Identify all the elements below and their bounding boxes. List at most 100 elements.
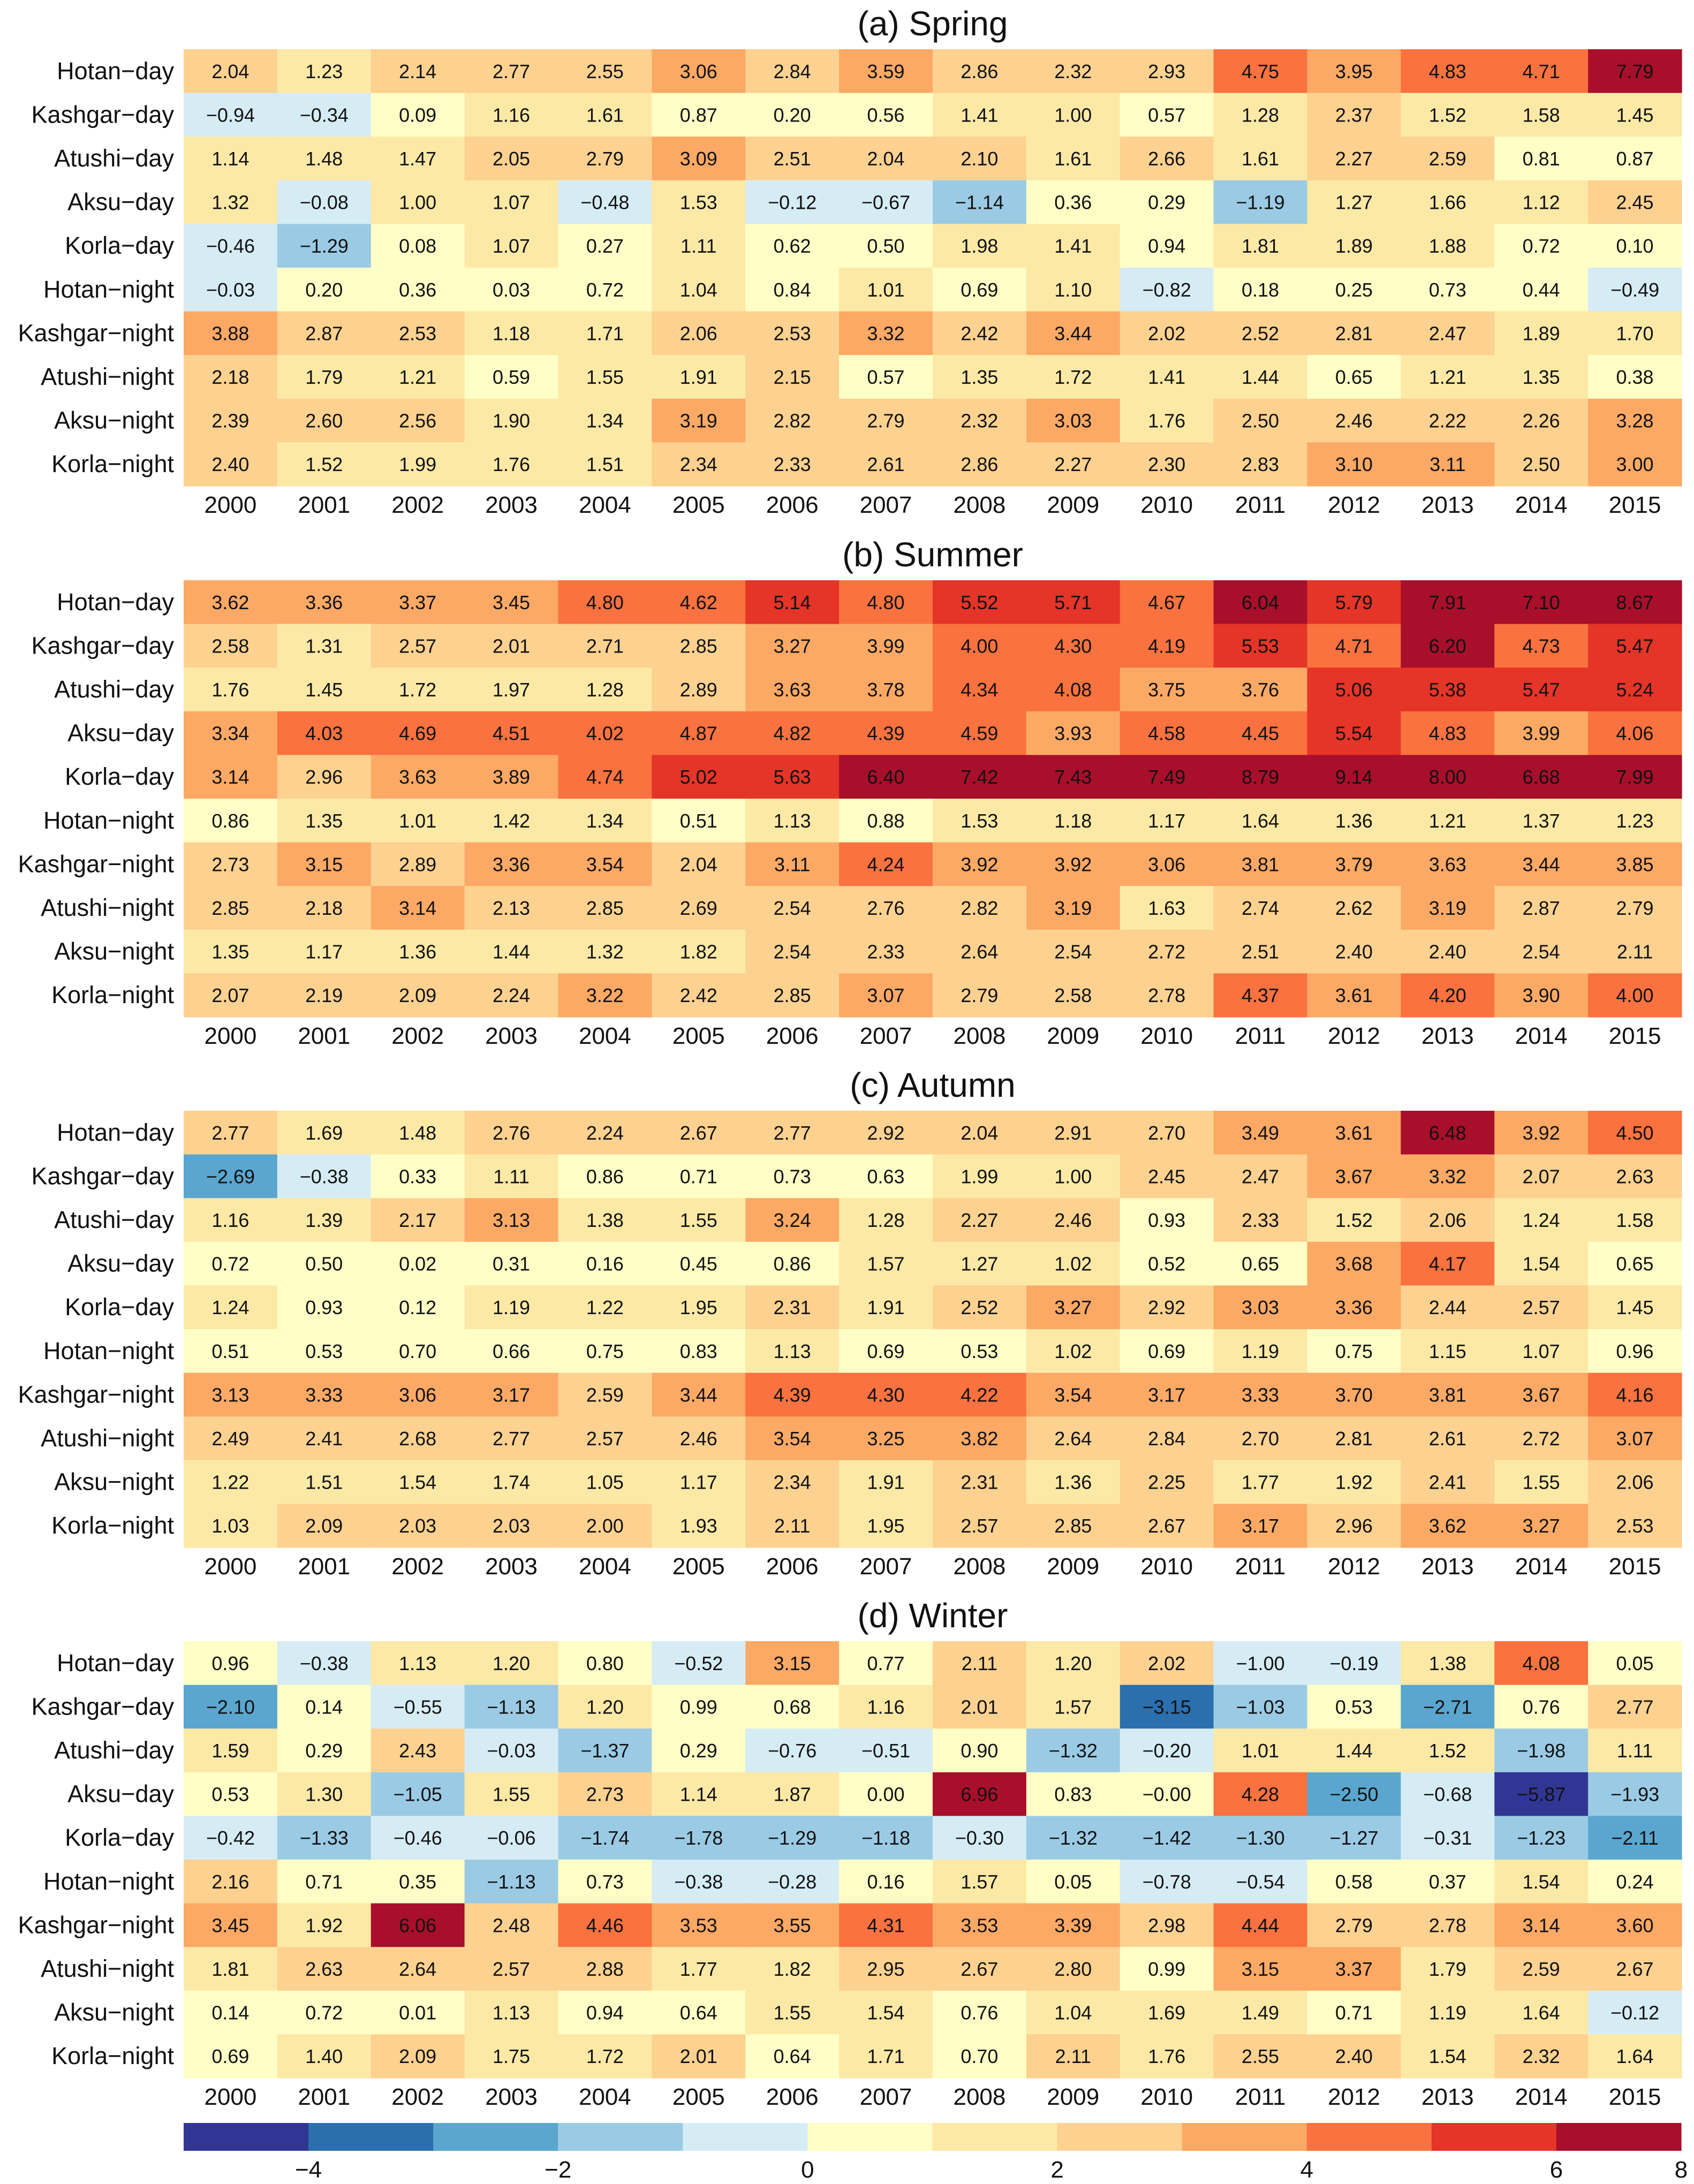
heatmap-cell bbox=[277, 93, 372, 137]
cell-value: 2.92 bbox=[1148, 1296, 1185, 1318]
cell-value: 3.54 bbox=[586, 853, 624, 875]
heatmap-cell bbox=[184, 886, 278, 930]
heatmap-cell bbox=[1213, 1860, 1308, 1904]
cell-value: 2.40 bbox=[1335, 2045, 1373, 2067]
heatmap-cell bbox=[464, 1947, 559, 1991]
heatmap-cell bbox=[558, 755, 652, 799]
heatmap-cell bbox=[1494, 1198, 1589, 1242]
cell-value: 2.89 bbox=[680, 679, 717, 701]
colorbar-segment bbox=[932, 2123, 1058, 2151]
panel-cautumn: (c) Autumn Hotan−day 2.77 1.69 1.48 2.76 2.24 2… bbox=[18, 1066, 1682, 1580]
cell-value: −2.69 bbox=[206, 1165, 255, 1187]
heatmap-cell bbox=[1213, 1728, 1308, 1773]
row-label: Aksu−night bbox=[54, 407, 174, 434]
cell-value: 0.14 bbox=[305, 1696, 343, 1718]
heatmap-cell bbox=[1494, 1372, 1589, 1417]
heatmap-cell bbox=[558, 842, 652, 886]
cell-value: 0.56 bbox=[867, 104, 905, 126]
cell-value: 1.64 bbox=[1523, 2002, 1560, 2024]
heatmap-cell bbox=[464, 1198, 559, 1242]
cell-value: 2.85 bbox=[1054, 1515, 1092, 1537]
heatmap-cell bbox=[277, 1329, 372, 1374]
heatmap-cell bbox=[558, 311, 652, 355]
heatmap-cell bbox=[652, 1772, 746, 1816]
cell-value: 4.06 bbox=[1616, 723, 1654, 745]
cell-value: 1.77 bbox=[1242, 1472, 1279, 1493]
heatmap-cell bbox=[184, 799, 278, 843]
cell-value: 0.90 bbox=[961, 1740, 998, 1762]
year-tick-label: 2008 bbox=[953, 1553, 1005, 1580]
heatmap-cell bbox=[1120, 1329, 1214, 1374]
heatmap-cell bbox=[370, 355, 465, 399]
heatmap-cell bbox=[464, 442, 559, 487]
year-tick-label: 2010 bbox=[1140, 1023, 1193, 1049]
cell-value: 4.50 bbox=[1616, 1122, 1654, 1144]
cell-value: 6.06 bbox=[399, 1914, 436, 1936]
cell-value: 2.84 bbox=[774, 60, 811, 82]
cell-value: 0.81 bbox=[1523, 148, 1560, 170]
heatmap-cell bbox=[1120, 398, 1214, 443]
heatmap-cell bbox=[558, 799, 652, 843]
cell-value: 0.69 bbox=[211, 2045, 249, 2067]
cell-value: 3.03 bbox=[1054, 410, 1092, 432]
cell-value: 1.52 bbox=[1429, 104, 1466, 126]
heatmap-cell bbox=[1213, 1641, 1308, 1686]
cell-value: 4.00 bbox=[961, 635, 998, 657]
heatmap-cell bbox=[370, 1460, 465, 1504]
heatmap-cell bbox=[745, 1641, 840, 1686]
cell-value: 4.71 bbox=[1335, 635, 1373, 657]
heatmap-cell bbox=[652, 1903, 746, 1947]
heatmap-cell bbox=[1494, 93, 1589, 137]
heatmap-cell bbox=[1307, 1728, 1401, 1773]
cell-value: 2.19 bbox=[305, 984, 343, 1006]
heatmap-cell bbox=[1307, 1111, 1401, 1155]
cell-value: 2.57 bbox=[399, 635, 436, 657]
heatmap-cell bbox=[652, 1860, 746, 1904]
heatmap-cell bbox=[1026, 1772, 1121, 1816]
cell-value: 3.54 bbox=[1054, 1384, 1092, 1406]
heatmap-cell bbox=[933, 1903, 1027, 1947]
heatmap-cell bbox=[1494, 1416, 1589, 1461]
heatmap-cell bbox=[933, 224, 1027, 268]
cell-value: 2.07 bbox=[211, 984, 249, 1006]
heatmap-cell bbox=[370, 973, 465, 1018]
cell-value: 0.29 bbox=[305, 1740, 343, 1762]
heatmap-cell bbox=[277, 1241, 372, 1286]
heatmap-cell bbox=[1213, 311, 1308, 355]
cell-value: 2.79 bbox=[586, 148, 624, 170]
heatmap-cell bbox=[558, 1198, 652, 1242]
heatmap-cell bbox=[1026, 1111, 1121, 1155]
heatmap-cell bbox=[839, 842, 933, 886]
heatmap-cell bbox=[184, 1641, 278, 1686]
cell-value: 0.94 bbox=[1148, 235, 1185, 257]
heatmap-cell bbox=[558, 1504, 652, 1548]
heatmap-cell bbox=[933, 1685, 1027, 1729]
cell-value: 2.96 bbox=[1335, 1515, 1373, 1537]
heatmap-cell bbox=[1494, 624, 1589, 668]
heatmap-cell bbox=[1307, 224, 1401, 268]
heatmap-cell bbox=[464, 1504, 559, 1548]
heatmap-cell bbox=[933, 1728, 1027, 1773]
heatmap-cell bbox=[558, 1372, 652, 1417]
heatmap-cell bbox=[1120, 1198, 1214, 1242]
heatmap-cell bbox=[277, 49, 372, 94]
heatmap-cell bbox=[464, 1728, 559, 1773]
heatmap-cell bbox=[1494, 442, 1589, 487]
heatmap-cell bbox=[1494, 580, 1589, 625]
heatmap-cell bbox=[558, 268, 652, 312]
cell-value: 4.02 bbox=[586, 723, 624, 745]
cell-value: 2.87 bbox=[305, 322, 343, 344]
cell-value: 1.17 bbox=[680, 1472, 717, 1493]
cell-value: 2.64 bbox=[1054, 1428, 1092, 1450]
cell-value: 1.07 bbox=[493, 192, 530, 214]
cell-value: 3.19 bbox=[680, 410, 717, 432]
cell-value: 0.73 bbox=[774, 1165, 811, 1187]
cell-value: 1.54 bbox=[1523, 1253, 1560, 1275]
heatmap-cell bbox=[277, 1728, 372, 1773]
cell-value: 2.48 bbox=[493, 1914, 530, 1936]
heatmap-cell bbox=[1026, 1947, 1121, 1991]
colorbar-segment bbox=[683, 2123, 808, 2151]
heatmap-cell bbox=[277, 973, 372, 1018]
cell-value: 1.31 bbox=[305, 635, 343, 657]
heatmap-cell bbox=[652, 668, 746, 712]
